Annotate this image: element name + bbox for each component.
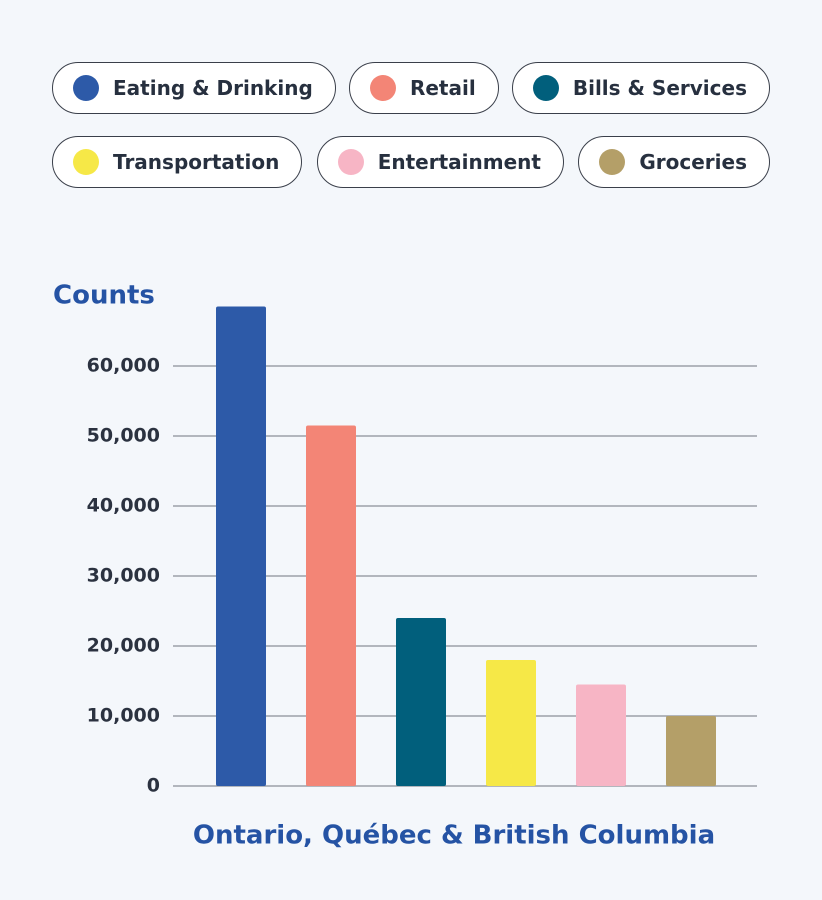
y-tick-label: 40,000	[87, 495, 160, 517]
legend-label: Bills & Services	[572, 76, 747, 100]
legend-item[interactable]: Entertainment	[316, 136, 564, 188]
y-tick-label: 50,000	[87, 425, 160, 447]
x-axis-label: Ontario, Québec & British Columbia	[193, 821, 715, 851]
legend-row: Eating & Drinking Retail Bills & Services	[52, 62, 770, 114]
legend-label: Groceries	[639, 150, 747, 174]
legend-label: Transportation	[113, 150, 280, 174]
legend-item[interactable]: Groceries	[578, 136, 770, 188]
y-tick-label: 0	[147, 775, 160, 797]
legend-label: Entertainment	[377, 150, 541, 174]
bar	[576, 684, 626, 786]
legend-label: Retail	[409, 76, 476, 100]
y-tick-label: 60,000	[87, 355, 160, 377]
y-tick-label: 10,000	[87, 705, 160, 727]
legend-item[interactable]: Eating & Drinking	[52, 62, 336, 114]
legend-swatch	[369, 75, 396, 101]
y-tick-label: 20,000	[87, 635, 160, 657]
legend-swatch	[337, 149, 364, 175]
bar	[486, 660, 536, 786]
bar	[396, 618, 446, 786]
legend-row: Transportation Entertainment Groceries	[52, 136, 770, 188]
legend: Eating & Drinking Retail Bills & Services T…	[52, 62, 770, 210]
legend-label: Eating & Drinking	[113, 76, 313, 100]
bar	[306, 425, 356, 786]
legend-item[interactable]: Retail	[348, 62, 499, 114]
legend-item[interactable]: Transportation	[52, 136, 303, 188]
legend-swatch	[532, 75, 559, 101]
bar	[216, 306, 266, 786]
y-axis-label: Counts	[53, 281, 155, 311]
legend-swatch	[73, 75, 99, 101]
legend-item[interactable]: Bills & Services	[511, 62, 770, 114]
bar	[666, 716, 716, 786]
legend-swatch	[599, 149, 626, 175]
y-tick-label: 30,000	[87, 565, 160, 587]
legend-swatch	[73, 149, 99, 175]
